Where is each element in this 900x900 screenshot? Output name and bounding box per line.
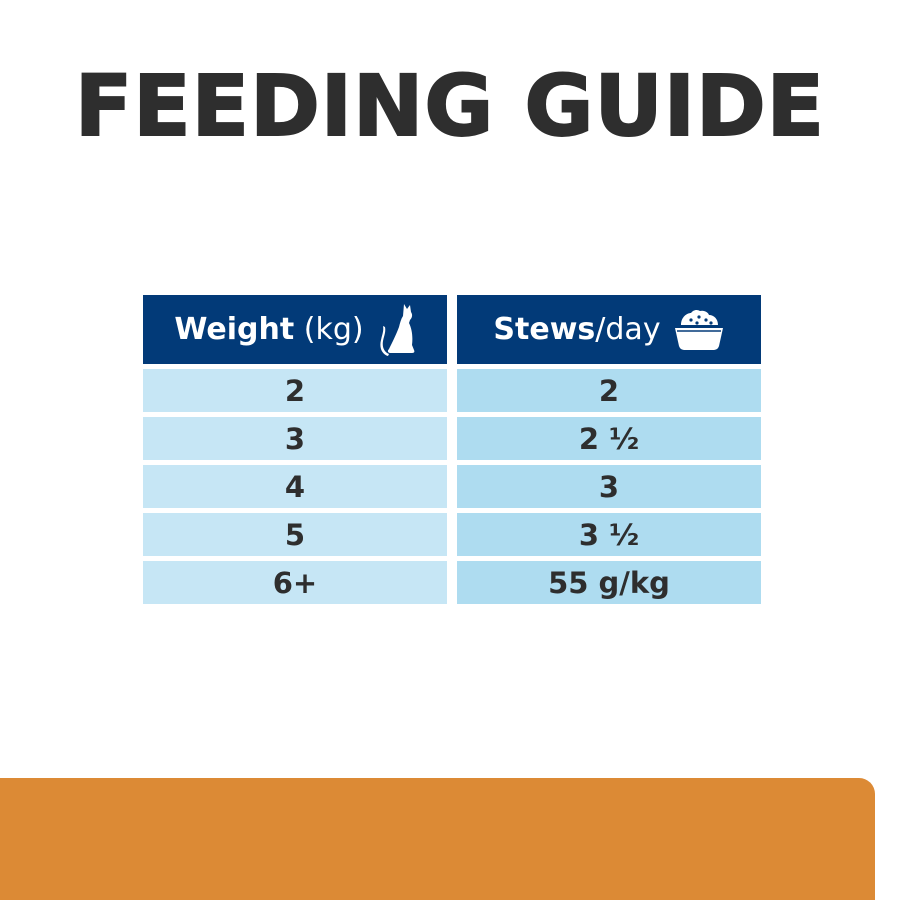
weight-header-label: Weight [174, 312, 295, 347]
weight-header-unit: (kg) [303, 312, 364, 347]
stews-cell: 55 g/kg [457, 561, 761, 604]
weight-cell: 4 [143, 465, 447, 508]
stews-cell: 2 [457, 369, 761, 412]
stews-header: Stews/day [457, 295, 761, 364]
page-title: FEEDING GUIDE [74, 57, 826, 155]
weight-cell: 6+ [143, 561, 447, 604]
cat-icon [379, 303, 414, 356]
weight-cell: 2 [143, 369, 447, 412]
stews-header-label: Stews [493, 312, 596, 347]
stews-cell: 3 [457, 465, 761, 508]
stews-column: Stews/day 2 2 ½ 3 3 ½ 55 g/kg [457, 295, 761, 604]
weight-cell: 3 [143, 417, 447, 460]
weight-cell: 5 [143, 513, 447, 556]
stews-header-unit: /day [595, 312, 661, 347]
weight-header: Weight (kg) [143, 295, 447, 364]
stews-cell: 2 ½ [457, 417, 761, 460]
footer-band [0, 778, 875, 900]
weight-column: Weight (kg) 2 3 4 5 6+ [143, 295, 447, 604]
food-bowl-icon [674, 309, 723, 350]
stews-cell: 3 ½ [457, 513, 761, 556]
